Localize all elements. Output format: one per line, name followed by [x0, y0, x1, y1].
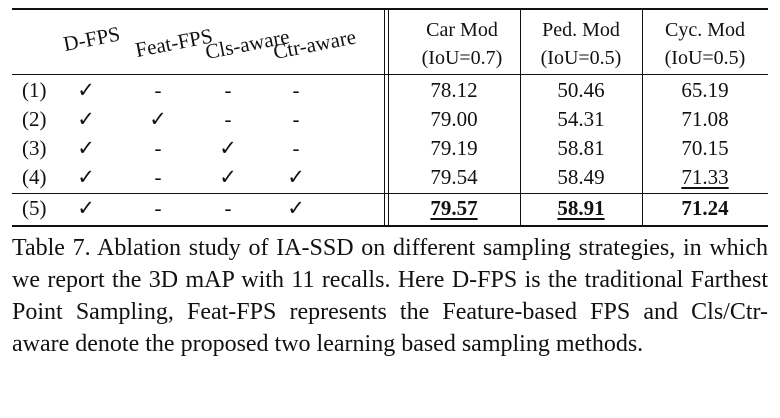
row-label: (4)	[22, 165, 47, 189]
header-ped-mod: Ped. Mod (IoU=0.5)	[519, 17, 643, 71]
value-cyc: 65.19	[681, 78, 729, 102]
header-ped-title: Ped. Mod	[542, 19, 620, 41]
mark-d-fps: ✓	[77, 136, 95, 160]
row-label: (3)	[22, 136, 47, 160]
value-ped: 58.81	[557, 136, 605, 160]
mark-feat-fps: -	[154, 165, 162, 189]
value-ped: 58.49	[557, 165, 605, 189]
column-separator-1	[520, 9, 521, 226]
header-ped-sub: (IoU=0.5)	[540, 47, 622, 69]
value-ped: 50.46	[557, 78, 605, 102]
table-row-rule	[12, 193, 768, 194]
table-top-rule	[12, 8, 768, 10]
header-car-mod: Car Mod (IoU=0.7)	[400, 17, 524, 71]
value-car: 78.12	[430, 78, 478, 102]
double-line-right	[388, 9, 389, 226]
mark-d-fps: ✓	[77, 196, 95, 220]
table-bottom-rule	[12, 225, 768, 227]
mark-cls-aware: ✓	[219, 136, 237, 160]
mark-feat-fps: ✓	[149, 107, 167, 131]
header-feat-fps: Feat-FPS	[133, 23, 215, 63]
value-cyc: 70.15	[681, 136, 729, 160]
value-car-best: 79.57	[430, 196, 478, 220]
mark-cls-aware: -	[224, 107, 232, 131]
header-cyc-sub: (IoU=0.5)	[664, 47, 746, 69]
row-label: (2)	[22, 107, 47, 131]
mark-d-fps: ✓	[77, 165, 95, 189]
value-ped: 54.31	[557, 107, 605, 131]
mark-d-fps: ✓	[77, 107, 95, 131]
value-cyc: 71.08	[681, 107, 729, 131]
table-caption: Table 7. Ablation study of IA-SSD on dif…	[12, 235, 768, 357]
row-label: (1)	[22, 78, 47, 102]
column-separator-2	[642, 9, 643, 226]
mark-feat-fps: -	[154, 136, 162, 160]
table-header-rule	[12, 74, 768, 75]
header-cyc-title: Cyc. Mod	[665, 19, 745, 41]
value-cyc-underlined: 71.33	[681, 165, 729, 189]
value-car: 79.00	[430, 107, 478, 131]
row-label: (5)	[22, 196, 47, 220]
header-car-title: Car Mod	[426, 19, 498, 41]
mark-ctr-aware: -	[292, 136, 300, 160]
value-car: 79.54	[430, 165, 478, 189]
mark-ctr-aware: -	[292, 78, 300, 102]
mark-ctr-aware: -	[292, 107, 300, 131]
mark-feat-fps: -	[154, 78, 162, 102]
mark-feat-fps: -	[154, 196, 162, 220]
mark-d-fps: ✓	[77, 78, 95, 102]
mark-ctr-aware: ✓	[287, 196, 305, 220]
mark-cls-aware: ✓	[219, 165, 237, 189]
header-car-sub: (IoU=0.7)	[421, 47, 503, 69]
value-car: 79.19	[430, 136, 478, 160]
double-line-left	[384, 9, 385, 226]
header-cyc-mod: Cyc. Mod (IoU=0.5)	[643, 17, 767, 71]
header-d-fps: D-FPS	[61, 21, 122, 57]
value-ped-best: 58.91	[557, 196, 605, 220]
mark-cls-aware: -	[224, 196, 232, 220]
mark-cls-aware: -	[224, 78, 232, 102]
value-cyc-bold: 71.24	[681, 196, 729, 220]
mark-ctr-aware: ✓	[287, 165, 305, 189]
